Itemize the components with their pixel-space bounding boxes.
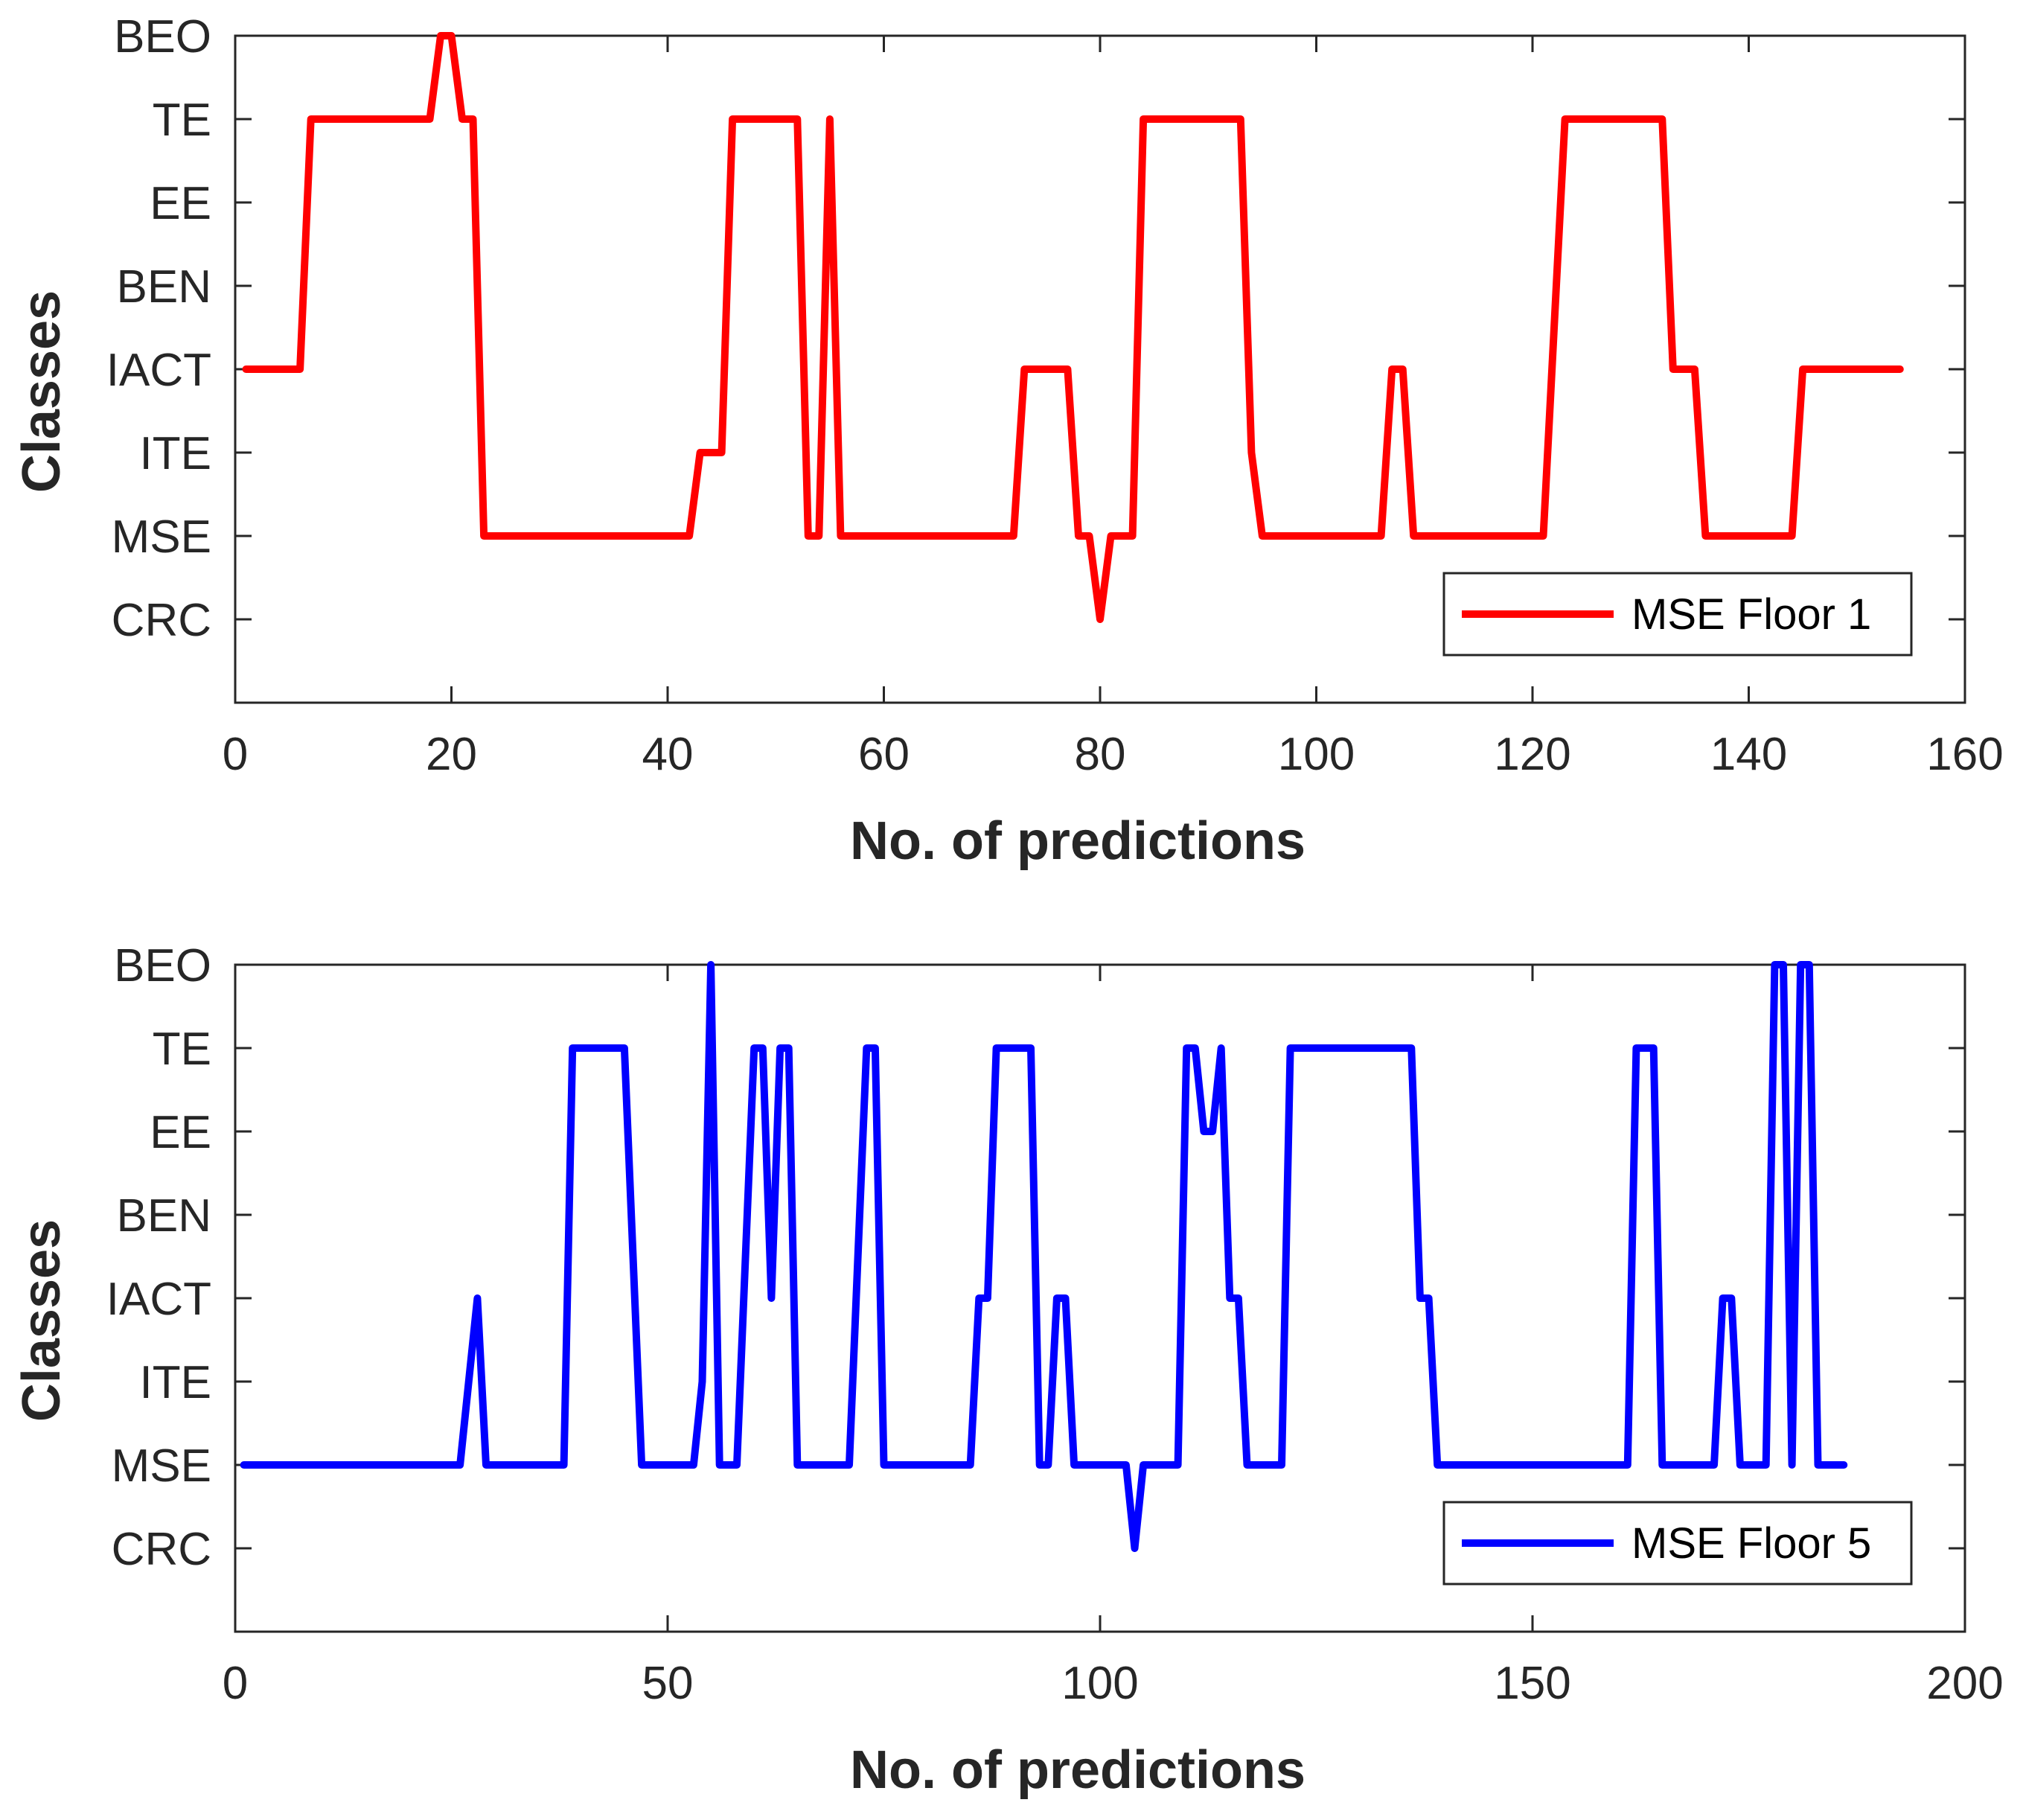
top-chart: 0 20 40 60 80 100 120 140 160 CRC MSE ITE IACT BEN EE T… (12, 11, 2004, 871)
y-tick-label: MSE (112, 1440, 211, 1492)
x-tick-label: 20 (426, 729, 477, 780)
y-tick-label: BEO (114, 940, 211, 992)
legend-box (1442, 572, 1913, 657)
series-line-floor-5 (240, 961, 1848, 1552)
y-tick-label: ITE (140, 428, 211, 479)
legend-label: MSE Floor 5 (1631, 1519, 1871, 1568)
x-tick-label: 40 (642, 729, 694, 780)
y-tick-label: BEN (117, 1190, 211, 1242)
x-tick-label: 100 (1278, 729, 1355, 780)
y-tick-label: IACT (106, 345, 211, 396)
y-axis-title: Classes (12, 290, 71, 493)
y-tick-label: EE (150, 178, 211, 229)
x-axis-title: No. of predictions (850, 1740, 1305, 1800)
x-tick-label: 50 (642, 1658, 694, 1709)
x-tick-label: 120 (1494, 729, 1570, 780)
y-tick-label: IACT (106, 1274, 211, 1325)
bottom-chart: 0 50 100 150 200 CRC MSE ITE IACT BEN EE TE BEO No. o… (12, 940, 2004, 1800)
y-axis-title: Classes (12, 1219, 71, 1422)
y-tick-label: CRC (112, 1524, 211, 1575)
y-tick-label: EE (150, 1107, 211, 1158)
x-tick-label: 160 (1926, 729, 2003, 780)
x-axis-title: No. of predictions (850, 811, 1305, 871)
y-tick-label: TE (153, 1024, 211, 1075)
x-tick-label: 140 (1710, 729, 1787, 780)
legend-label: MSE Floor 1 (1631, 590, 1871, 639)
x-tick-label: 150 (1494, 1658, 1570, 1709)
series-line-floor-1 (242, 32, 1904, 623)
y-tick-label: BEN (117, 261, 211, 313)
x-tick-label: 100 (1061, 1658, 1138, 1709)
y-tick-label: MSE (112, 511, 211, 563)
y-tick-label: BEO (114, 11, 211, 63)
y-tick-label: CRC (112, 595, 211, 646)
y-tick-label: TE (153, 95, 211, 146)
x-tick-label: 80 (1075, 729, 1126, 780)
x-tick-label: 200 (1926, 1658, 2003, 1709)
x-tick-label: 60 (858, 729, 910, 780)
y-tick-label: ITE (140, 1357, 211, 1408)
x-tick-label: 0 (223, 1658, 248, 1709)
legend: MSE Floor 1 (1442, 572, 1913, 657)
x-tick-label: 0 (223, 729, 248, 780)
legend: MSE Floor 5 (1442, 1501, 1913, 1586)
